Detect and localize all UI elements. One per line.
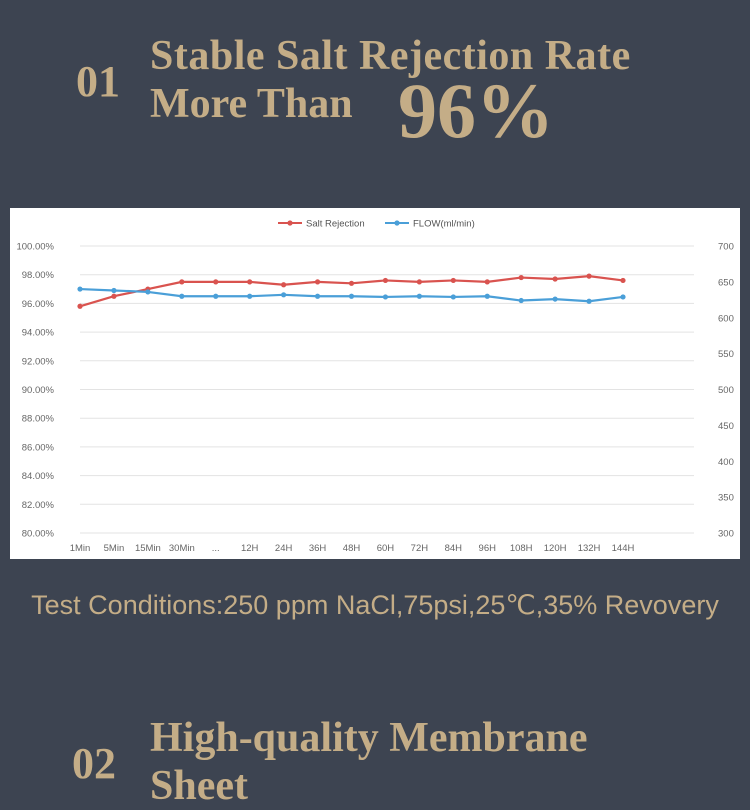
- x-tick-label: 15Min: [135, 543, 161, 554]
- data-point: [281, 292, 287, 298]
- y-left-tick-label: 84.00%: [22, 471, 55, 482]
- data-point: [111, 293, 117, 299]
- data-point: [382, 294, 389, 300]
- section-number-02: 02: [72, 739, 116, 788]
- data-point: [213, 279, 219, 285]
- data-point: [247, 279, 253, 285]
- data-point: [518, 297, 524, 304]
- y-right-tick-label: 350: [718, 493, 734, 504]
- y-left-tick-label: 80.00%: [22, 529, 55, 540]
- x-tick-label: 144H: [612, 543, 635, 554]
- data-point: [620, 277, 626, 284]
- legend-label: Salt Rejection: [306, 219, 365, 230]
- x-tick-label: 60H: [377, 543, 395, 554]
- legend-label: FLOW(ml/min): [413, 219, 475, 230]
- x-tick-label: 108H: [510, 543, 533, 554]
- data-point: [179, 293, 185, 299]
- x-tick-label: 5Min: [104, 543, 125, 554]
- data-point: [586, 273, 592, 279]
- x-tick-label: 48H: [343, 543, 361, 554]
- data-point: [416, 293, 422, 299]
- y-right-tick-label: 650: [718, 277, 734, 288]
- y-left-tick-label: 98.00%: [22, 270, 55, 281]
- data-point: [247, 293, 253, 299]
- data-point: [484, 279, 490, 285]
- y-right-tick-label: 700: [718, 242, 734, 253]
- x-tick-label: ...: [212, 543, 220, 554]
- data-point: [77, 303, 83, 309]
- x-tick-label: 72H: [411, 543, 429, 554]
- highlight-percentage: 96%: [398, 67, 554, 154]
- data-point: [518, 274, 524, 281]
- data-point: [179, 279, 185, 285]
- x-tick-label: 30Min: [169, 543, 195, 554]
- data-point: [416, 279, 422, 285]
- y-right-tick-label: 400: [718, 457, 734, 468]
- data-point: [586, 298, 592, 304]
- line-chart: 80.00% 82.00% 84.00% 86.00% 88.00% 90.00% 92.0…: [16, 219, 734, 555]
- x-tick-label: 24H: [275, 543, 293, 554]
- x-tick-label: 1Min: [70, 543, 91, 554]
- y-left-tick-label: 94.00%: [22, 328, 55, 339]
- x-tick-label: 132H: [578, 543, 601, 554]
- y-left-tick-label: 100.00%: [16, 242, 54, 253]
- data-point: [111, 287, 117, 294]
- chart-panel: 80.00% 82.00% 84.00% 86.00% 88.00% 90.00% 92.0…: [10, 208, 740, 559]
- data-point: [77, 286, 83, 292]
- y-left-tick-label: 90.00%: [22, 385, 55, 396]
- x-tick-label: 96H: [479, 543, 497, 554]
- section-number-01: 01: [76, 57, 120, 106]
- section-title-line1: Stable Salt Rejection Rate: [150, 33, 631, 79]
- y-right-tick-label: 300: [718, 529, 734, 540]
- data-point: [348, 280, 355, 286]
- y-right-tick-label: 500: [718, 385, 734, 396]
- y-left-tick-label: 92.00%: [22, 356, 55, 367]
- y-right-tick-label: 550: [718, 349, 734, 360]
- data-point: [213, 293, 219, 299]
- data-point: [281, 282, 287, 288]
- data-point: [552, 276, 558, 282]
- data-point: [450, 277, 456, 284]
- data-point: [145, 289, 151, 295]
- data-point: [382, 277, 389, 284]
- series-line-1: [79, 275, 624, 308]
- data-point: [314, 293, 321, 299]
- section2-title-line2: Sheet: [150, 763, 248, 809]
- y-right-tick-label: 450: [718, 421, 734, 432]
- section-title-line2: More Than: [150, 81, 353, 127]
- legend-swatch-marker: [287, 220, 293, 226]
- y-right-tick-label: 600: [718, 313, 734, 324]
- x-tick-label: 36H: [309, 543, 327, 554]
- legend-swatch-marker: [394, 220, 400, 226]
- data-point: [314, 279, 321, 285]
- data-point: [620, 294, 626, 300]
- y-left-tick-label: 96.00%: [22, 299, 55, 310]
- y-left-tick-label: 82.00%: [22, 500, 55, 511]
- section2-title-line1: High-quality Membrane: [150, 715, 588, 761]
- x-tick-label: 120H: [544, 543, 567, 554]
- test-conditions: Test Conditions:250 ppm NaCl,75psi,25℃,3…: [31, 590, 719, 620]
- data-point: [348, 293, 355, 299]
- x-tick-label: 12H: [241, 543, 259, 554]
- data-point: [552, 296, 558, 302]
- y-left-tick-label: 88.00%: [22, 414, 55, 425]
- data-point: [484, 293, 490, 299]
- x-tick-label: 84H: [445, 543, 463, 554]
- y-left-tick-label: 86.00%: [22, 442, 55, 453]
- data-point: [450, 294, 456, 300]
